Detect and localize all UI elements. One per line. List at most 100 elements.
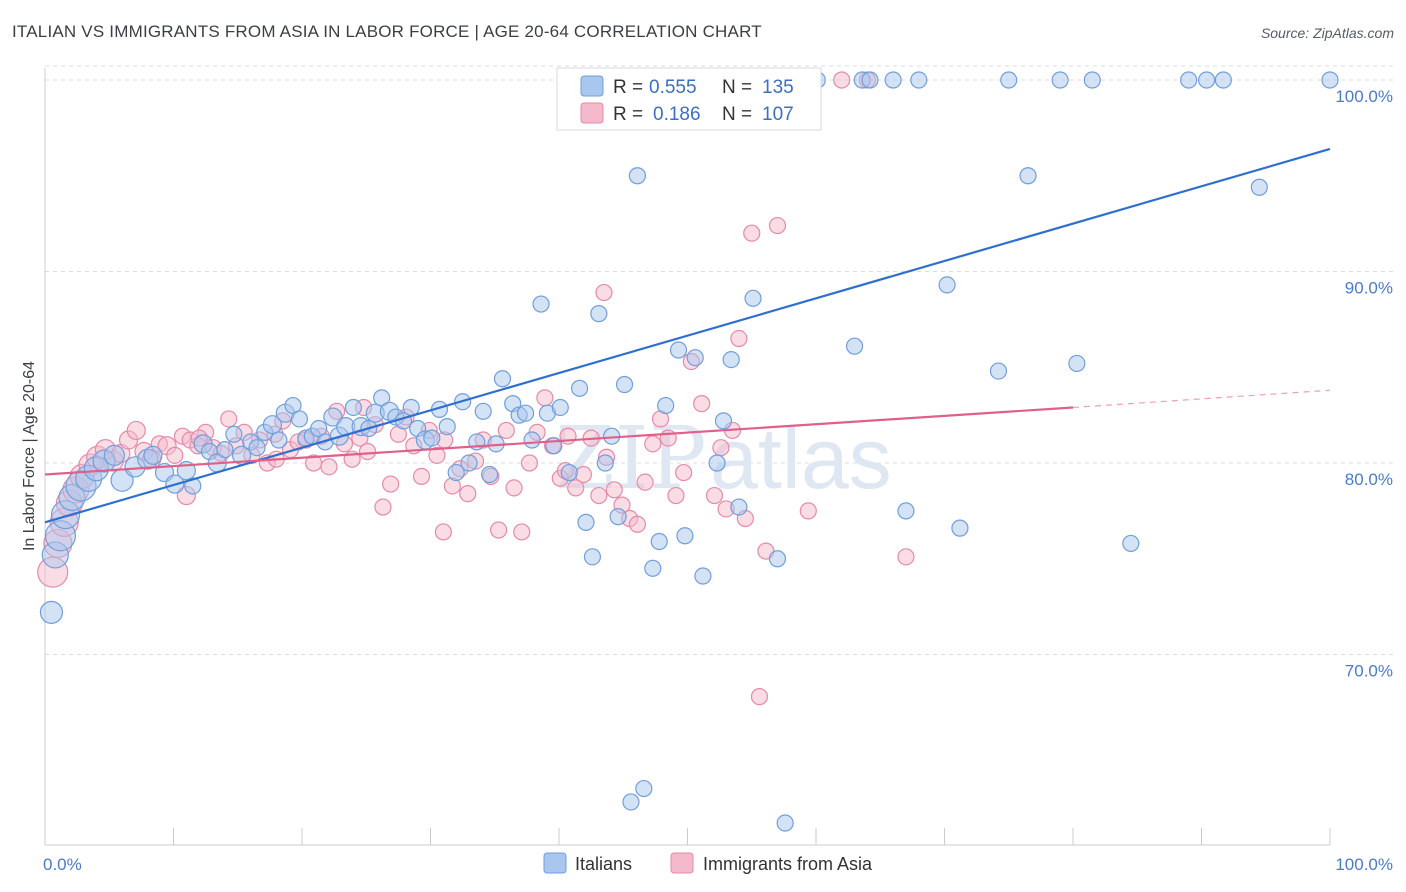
- legend-swatch-italians: [580, 75, 604, 97]
- asia-point-103: [434, 523, 452, 541]
- italians-point-119: [1214, 71, 1232, 89]
- italians-point-21: [216, 440, 234, 459]
- italians-point-47: [402, 398, 420, 417]
- italians-point-79: [628, 167, 646, 185]
- y-tick-label-0: 70.0%: [1345, 662, 1393, 681]
- italians-point-90: [708, 454, 726, 472]
- legend-n-value-asia: 107: [762, 104, 794, 125]
- grid-lines: [45, 65, 1395, 655]
- italians-point-27: [262, 415, 283, 435]
- italians-point-72: [583, 548, 602, 566]
- italians-point-76: [609, 508, 627, 526]
- asia-point-71: [574, 465, 593, 484]
- x-tick-label-1: 100.0%: [1335, 855, 1393, 874]
- italians-point-71: [577, 513, 595, 531]
- italians-point-92: [722, 350, 740, 369]
- asia-point-17: [166, 446, 184, 464]
- asia-point-43: [358, 442, 377, 461]
- x-tick-label-0: 0.0%: [43, 855, 82, 874]
- asia-point-96: [768, 216, 787, 235]
- legend-r-label-asia: R =: [613, 104, 643, 125]
- legend-r-value-asia: 0.186: [653, 104, 701, 125]
- bottom-legend-swatch-asia: [670, 852, 694, 874]
- italians-point-113: [1051, 71, 1069, 89]
- chart-title: ITALIAN VS IMMIGRANTS FROM ASIA IN LABOR…: [12, 22, 762, 41]
- asia-point-46: [382, 475, 400, 493]
- y-tick-label-3: 100.0%: [1335, 87, 1393, 106]
- bottom-legend-italians: Italians: [575, 854, 632, 874]
- italians-point-106: [897, 502, 915, 520]
- italians-point-118: [1198, 71, 1216, 89]
- italians-point-64: [523, 431, 541, 449]
- italians-point-108: [938, 276, 956, 294]
- asia-point-45: [374, 498, 392, 516]
- italians-point-31: [290, 410, 309, 428]
- italians-point-95: [744, 289, 762, 307]
- italians-point-88: [694, 567, 712, 585]
- italians-point-68: [551, 398, 569, 417]
- italians-point-111: [1000, 71, 1018, 89]
- asia-point-61: [497, 421, 515, 440]
- asia-point-64: [520, 454, 539, 472]
- legend-n-value-italians: 135: [762, 77, 794, 98]
- italians-point-13: [143, 445, 163, 465]
- italians-point-36: [323, 407, 343, 427]
- legend-n-label-italians: N =: [722, 77, 752, 98]
- asia-point-88: [712, 439, 730, 457]
- italians-point-0: [39, 600, 64, 624]
- italians-point-74: [596, 454, 614, 472]
- italians-point-57: [474, 402, 492, 420]
- italians-point-83: [657, 396, 675, 415]
- italians-point-39: [344, 398, 362, 417]
- italians-point-115: [1083, 71, 1101, 89]
- italians-point-114: [1068, 354, 1086, 373]
- asia-point-97: [799, 502, 817, 520]
- legend-r-label-italians: R =: [613, 77, 643, 98]
- bottom-legend-swatch-italians: [543, 852, 567, 874]
- italians-point-117: [1180, 71, 1198, 89]
- asia-point-80: [644, 435, 662, 453]
- italians-point-60: [493, 370, 512, 388]
- series-italians: [39, 71, 1339, 832]
- y-tick-label-1: 80.0%: [1345, 470, 1393, 489]
- italians-point-77: [615, 375, 634, 394]
- trendline-asia-extension: [1072, 389, 1331, 409]
- asia-point-75: [605, 481, 623, 499]
- italians-point-98: [768, 550, 787, 568]
- italians-point-105: [884, 71, 902, 89]
- italians-point-86: [676, 527, 694, 545]
- italians-point-50: [423, 429, 441, 447]
- italians-point-80: [635, 779, 653, 798]
- trendline-asia: [44, 406, 1074, 476]
- asia-point-12: [126, 420, 146, 441]
- italians-point-73: [590, 305, 608, 323]
- asia-point-73: [590, 486, 608, 505]
- italians-point-25: [248, 439, 266, 457]
- legend: R = 0.555 N = 135 R = 0.186 N = 107: [556, 67, 822, 131]
- italians-point-55: [460, 454, 478, 472]
- asia-point-63: [513, 523, 531, 541]
- italians-point-99: [776, 814, 794, 832]
- italians-point-63: [516, 404, 535, 422]
- asia-point-83: [667, 486, 685, 505]
- tick-labels: 70.0% 80.0% 90.0% 100.0% 0.0% 100.0%: [43, 87, 1393, 874]
- italians-point-78: [622, 793, 640, 811]
- italians-point-107: [910, 71, 928, 89]
- italians-point-102: [845, 337, 864, 355]
- italians-point-81: [644, 559, 662, 577]
- italians-point-52: [438, 418, 456, 436]
- trend-lines: [44, 147, 1331, 524]
- y-axis-label: In Labor Force | Age 20-64: [21, 361, 38, 551]
- asia-point-50: [412, 467, 431, 486]
- italians-point-82: [650, 532, 668, 551]
- legend-swatch-asia: [580, 102, 604, 124]
- asia-point-70: [567, 479, 585, 497]
- legend-n-label-asia: N =: [722, 104, 752, 125]
- asia-point-78: [628, 515, 646, 533]
- bottom-legend: Italians Immigrants from Asia: [543, 852, 873, 874]
- axes: [44, 68, 1331, 846]
- asia-point-66: [536, 389, 554, 407]
- italians-point-104: [861, 71, 879, 89]
- asia-point-62: [505, 479, 523, 497]
